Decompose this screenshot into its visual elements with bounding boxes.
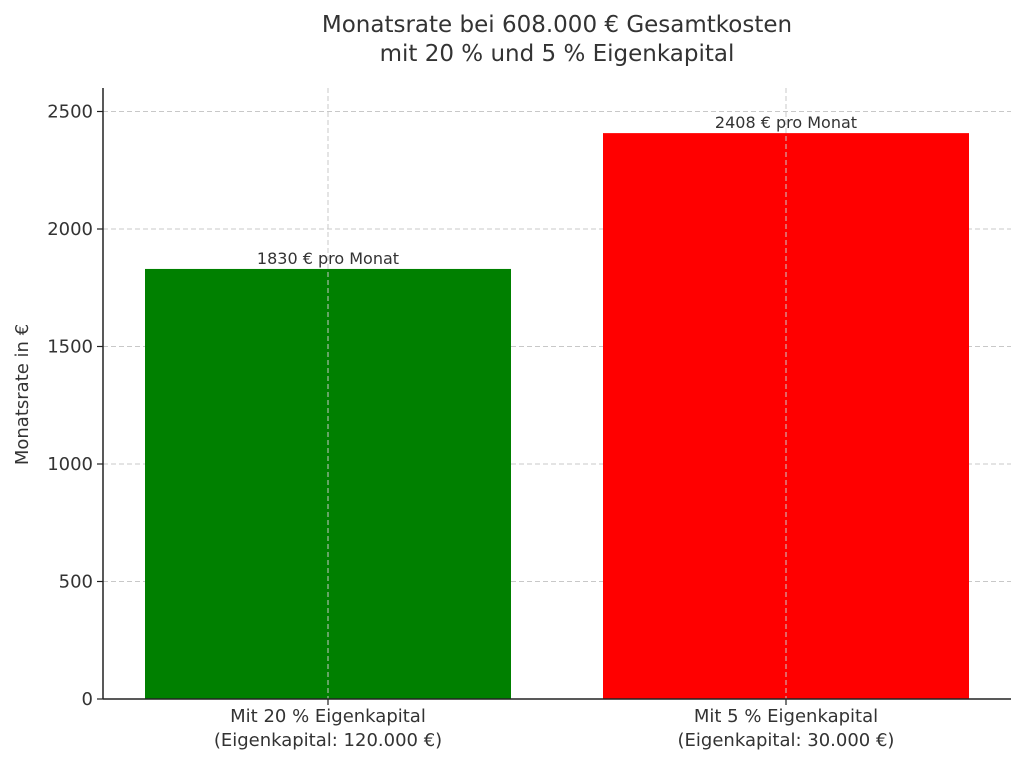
y-tick-label: 500 [59, 572, 93, 593]
y-axis-ticks: 0 500 1000 1500 2000 2500 [47, 102, 103, 710]
y-tick-label: 2000 [47, 219, 93, 240]
value-labels: 1830 € pro Monat 2408 € pro Monat [257, 113, 857, 268]
y-axis-label: Monatsrate in € [12, 324, 33, 465]
value-label-2: 2408 € pro Monat [715, 113, 857, 132]
chart-title-line-1: Monatsrate bei 608.000 € Gesamtkosten [322, 12, 792, 38]
chart-title: Monatsrate bei 608.000 € Gesamtkosten mit… [322, 12, 792, 67]
x-axis-ticks: Mit 20 % Eigenkapital (Eigenkapital: 120.… [214, 699, 895, 751]
vertical-grid [327, 88, 787, 699]
x-tick-label-2: Mit 5 % Eigenkapital (Eigenkapital: 30.00… [678, 706, 895, 751]
y-tick-label: 0 [82, 689, 93, 710]
value-label-1: 1830 € pro Monat [257, 249, 399, 268]
y-tick-label: 1500 [47, 337, 93, 358]
axes [102, 88, 1011, 700]
y-tick-label: 2500 [47, 102, 93, 123]
chart-title-line-2: mit 20 % und 5 % Eigenkapital [380, 41, 735, 67]
y-axis-title: Monatsrate in € [12, 324, 33, 465]
bars [145, 133, 969, 699]
y-tick-label: 1000 [47, 454, 93, 475]
x-tick-label-1: Mit 20 % Eigenkapital (Eigenkapital: 120.… [214, 706, 442, 751]
